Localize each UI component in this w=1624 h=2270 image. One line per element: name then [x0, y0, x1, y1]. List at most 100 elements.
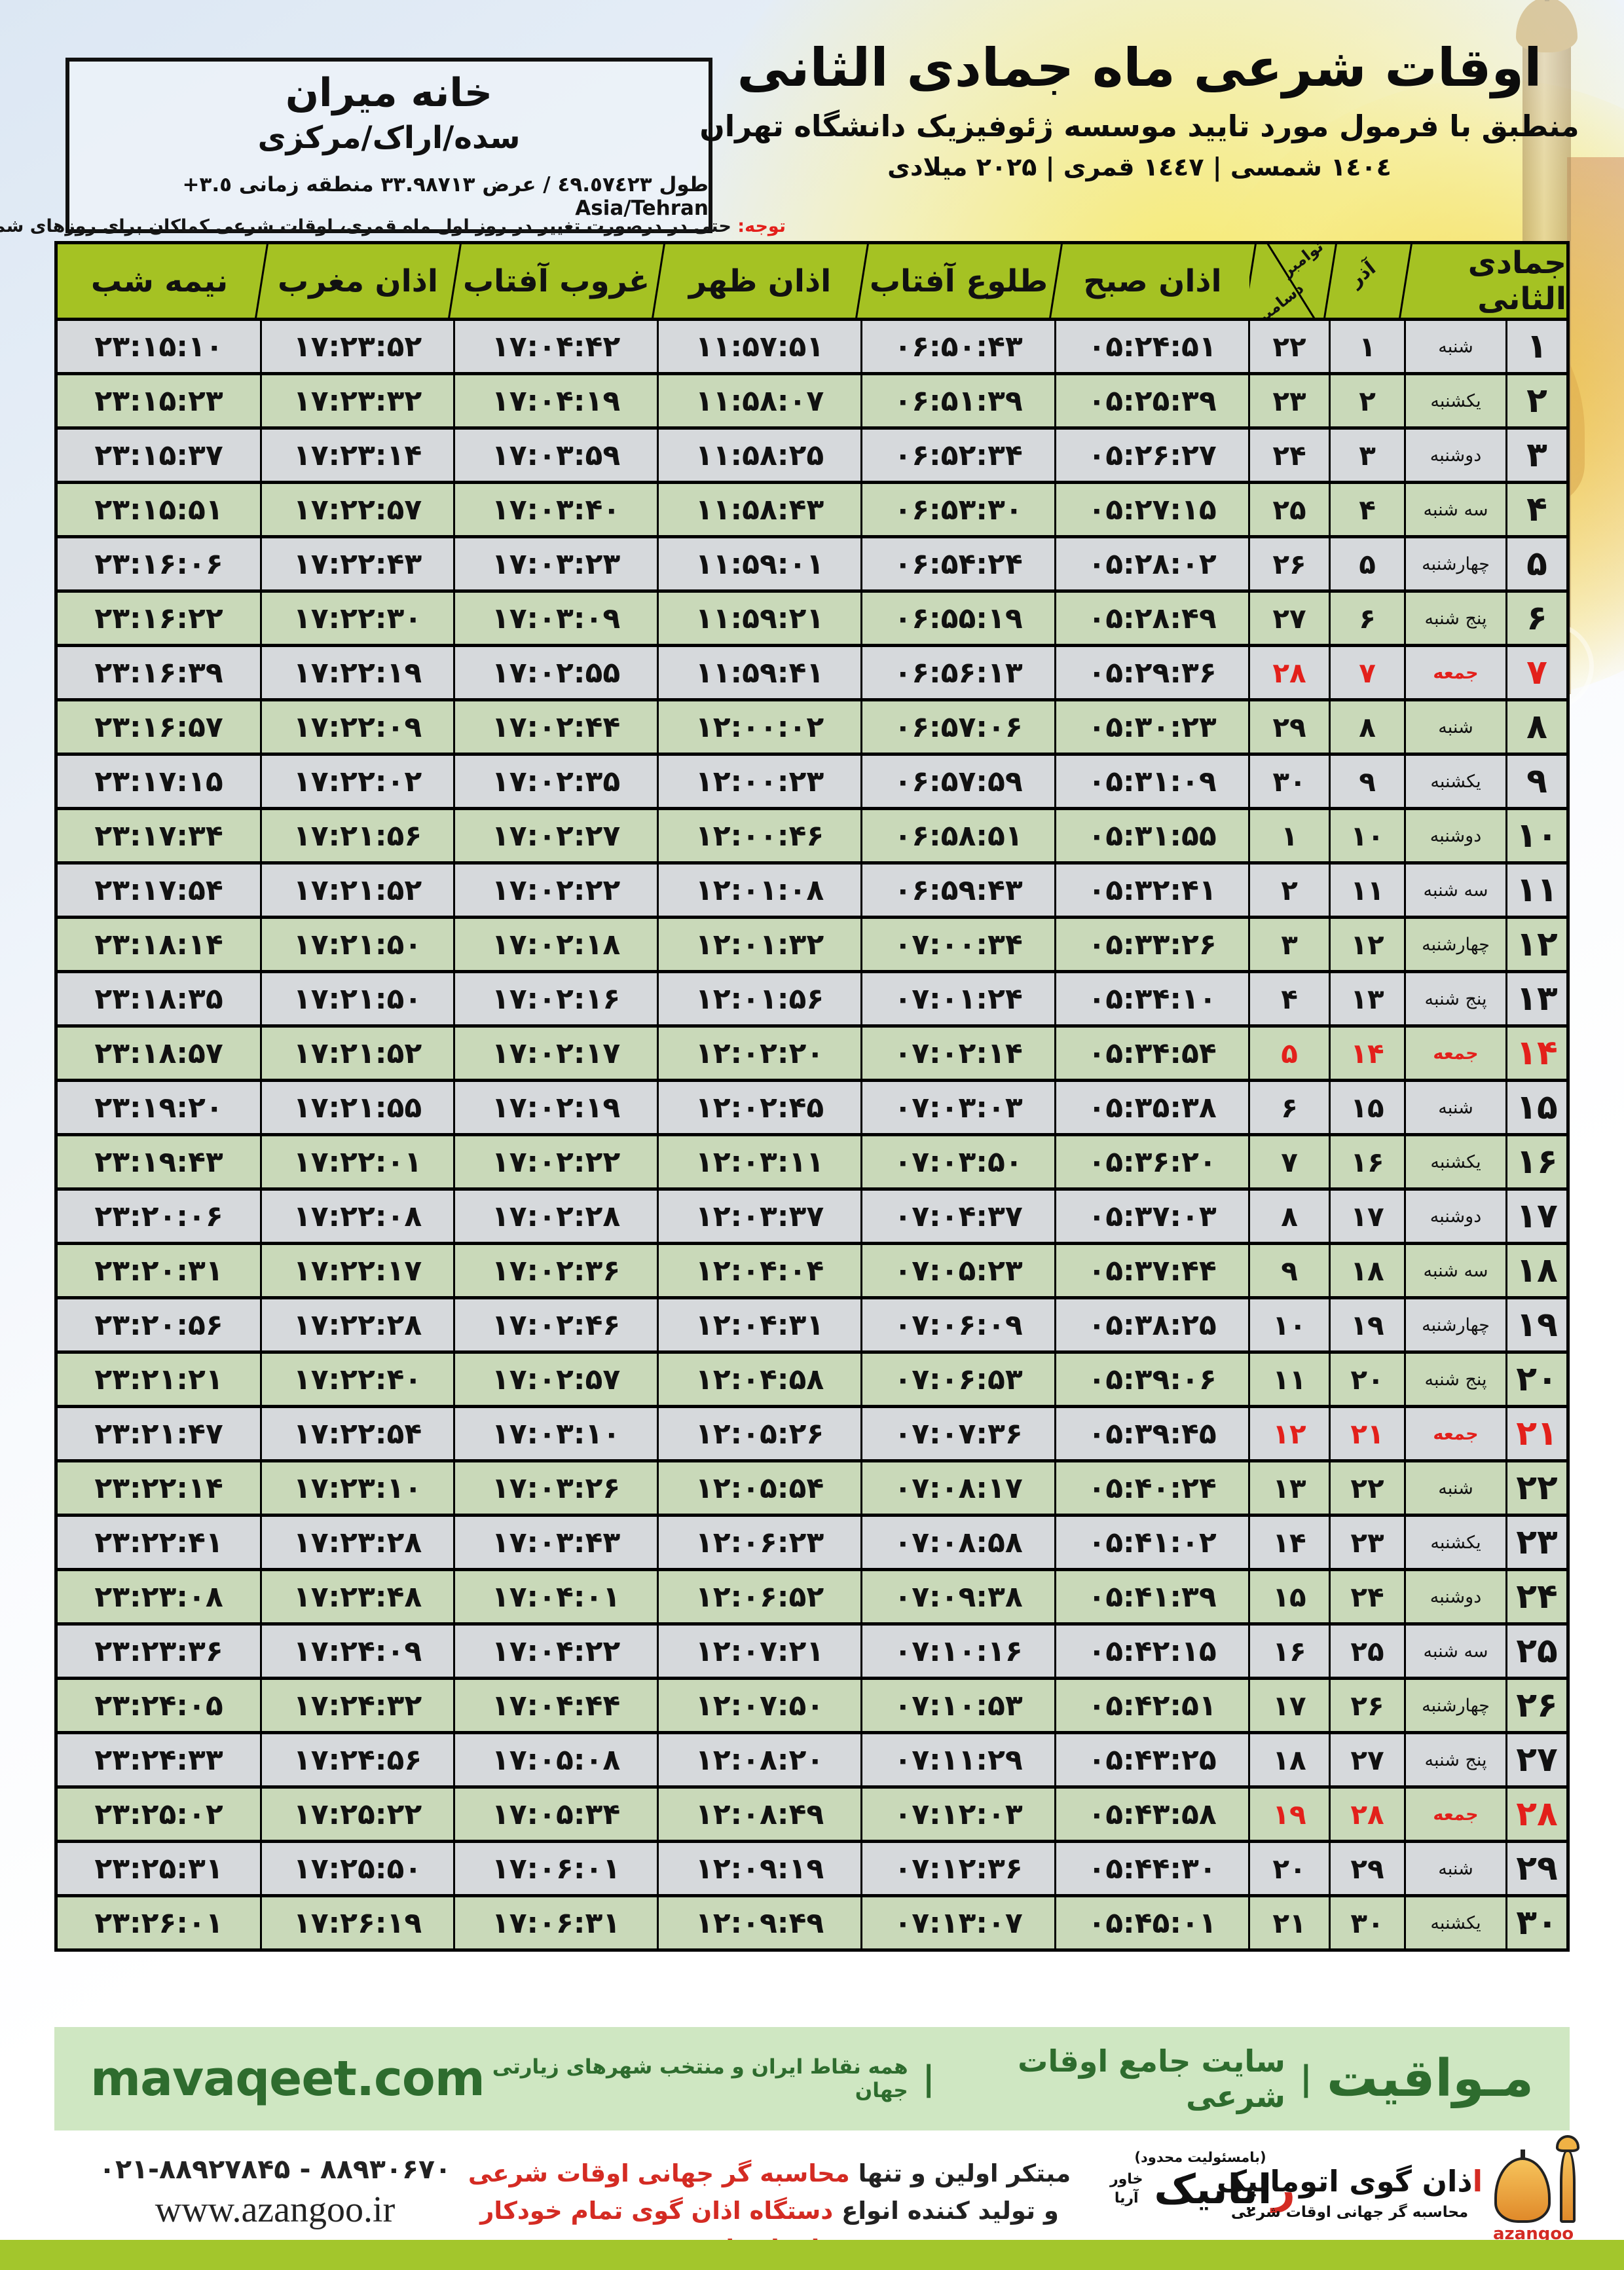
divider-bar: |: [922, 2059, 935, 2098]
location-box: خانه میران سده/اراک/مرکزی طول ٤٩.٥٧٤٢٣ /…: [65, 58, 712, 233]
cell-zohr: ۱۲:۰۴:۰۴: [659, 1245, 860, 1296]
page-subtitle: منطبق با فرمول مورد تایید موسسه ژئوفیزیک…: [699, 109, 1579, 143]
cell-tolu: ۰۷:۰۶:۰۹: [862, 1299, 1054, 1350]
cell-sobh: ۰۵:۲۶:۲۷: [1056, 430, 1248, 481]
cell-sobh: ۰۵:۳۰:۲۳: [1056, 701, 1248, 753]
cell-tolu: ۰۷:۰۶:۵۳: [862, 1354, 1054, 1405]
cell-tolu: ۰۶:۵۵:۱۹: [862, 593, 1054, 644]
cell-maghreb: ۱۷:۲۲:۵۷: [262, 484, 453, 535]
cell-wd: چهارشنبه: [1406, 1680, 1505, 1731]
cell-maghreb: ۱۷:۲۱:۵۰: [262, 973, 453, 1024]
cell-ghorub: ۱۷:۰۲:۳۵: [455, 756, 657, 807]
cell-maghreb: ۱۷:۲۱:۵۲: [262, 1028, 453, 1079]
cell-tolu: ۰۷:۱۲:۳۶: [862, 1843, 1054, 1894]
cell-azar: ۲۳: [1331, 1517, 1404, 1568]
cell-nime: ۲۳:۱۹:۲۰: [58, 1082, 260, 1133]
cell-tolu: ۰۷:۰۳:۵۰: [862, 1136, 1054, 1187]
cell-tolu: ۰۶:۵۰:۴۳: [862, 321, 1054, 372]
cell-tolu: ۰۷:۰۲:۱۴: [862, 1028, 1054, 1079]
cell-ghorub: ۱۷:۰۲:۱۶: [455, 973, 657, 1024]
cell-d: ۲۱: [1507, 1408, 1566, 1459]
cell-maghreb: ۱۷:۲۲:۳۰: [262, 593, 453, 644]
header-midnight: نیمه شب: [90, 263, 229, 299]
contact-block: ۰۲۱-۸۸۹۲۷۸۴۵ - ۸۸۹۳۰۶۷۰ www.azangoo.ir: [88, 2153, 462, 2231]
cell-tolu: ۰۷:۰۴:۳۷: [862, 1191, 1054, 1242]
cell-d: ۲۹: [1507, 1843, 1566, 1894]
cell-ghorub: ۱۷:۰۲:۲۸: [455, 1191, 657, 1242]
cell-sobh: ۰۵:۳۷:۴۴: [1056, 1245, 1248, 1296]
cell-tolu: ۰۶:۵۲:۳۴: [862, 430, 1054, 481]
cell-nime: ۲۳:۱۸:۳۵: [58, 973, 260, 1024]
bottom-green-bar: [0, 2240, 1624, 2270]
table-row: ۲۶ چهارشنبه ۲۶ ۱۷ ۰۵:۴۲:۵۱ ۰۷:۱۰:۵۳ ۱۲:۰۷:۵۰ ۱۷…: [58, 1680, 1566, 1731]
location-region: سده/اراک/مرکزی: [257, 119, 521, 156]
cell-nime: ۲۳:۱۵:۱۰: [58, 321, 260, 372]
calendar-years-line: ۱٤۰٤ شمسی | ۱٤٤۷ قمری | ۲۰۲۵ میلادی: [887, 153, 1392, 181]
maker-line-1: مبتکر اولین و تنها محاسبه گر جهانی اوقات…: [468, 2159, 1071, 2187]
cell-zohr: ۱۱:۵۸:۲۵: [659, 430, 860, 481]
cell-ghorub: ۱۷:۰۲:۲۲: [455, 1136, 657, 1187]
cell-nime: ۲۳:۲۱:۲۱: [58, 1354, 260, 1405]
cell-zohr: ۱۱:۵۹:۴۱: [659, 647, 860, 698]
cell-wd: سه شنبه: [1406, 1245, 1505, 1296]
cell-sobh: ۰۵:۳۷:۰۳: [1056, 1191, 1248, 1242]
mavaqeet-brand: مـواقیت: [1326, 2049, 1534, 2108]
cell-zohr: ۱۲:۰۱:۵۶: [659, 973, 860, 1024]
cell-zohr: ۱۲:۰۷:۵۰: [659, 1680, 860, 1731]
cell-sobh: ۰۵:۴۲:۱۵: [1056, 1626, 1248, 1677]
cell-zohr: ۱۲:۰۱:۳۲: [659, 919, 860, 970]
rayanik-subname: خاور آریا: [1109, 2170, 1143, 2206]
cell-nime: ۲۳:۱۷:۳۴: [58, 810, 260, 861]
cell-tolu: ۰۷:۰۸:۵۸: [862, 1517, 1054, 1568]
cell-tolu: ۰۷:۰۱:۲۴: [862, 973, 1054, 1024]
cell-zohr: ۱۲:۰۴:۵۸: [659, 1354, 860, 1405]
cell-azar: ۹: [1331, 756, 1404, 807]
cell-nime: ۲۳:۱۵:۵۱: [58, 484, 260, 535]
prayer-times-table: جمادی الثانی آذر نوامبر دسامبر اذان صبح …: [54, 241, 1570, 1952]
cell-maghreb: ۱۷:۲۲:۲۸: [262, 1299, 453, 1350]
table-row: ۲۲ شنبه ۲۲ ۱۳ ۰۵:۴۰:۲۴ ۰۷:۰۸:۱۷ ۱۲:۰۵:۵۴ ۱۷:۰۳:…: [58, 1462, 1566, 1514]
cell-ghorub: ۱۷:۰۲:۱۷: [455, 1028, 657, 1079]
cell-zohr: ۱۱:۵۹:۲۱: [659, 593, 860, 644]
cell-sobh: ۰۵:۳۹:۴۵: [1056, 1408, 1248, 1459]
cell-nime: ۲۳:۲۱:۴۷: [58, 1408, 260, 1459]
cell-azar: ۲۶: [1331, 1680, 1404, 1731]
cell-zohr: ۱۱:۵۸:۰۷: [659, 375, 860, 426]
table-row: ۳ دوشنبه ۳ ۲۴ ۰۵:۲۶:۲۷ ۰۶:۵۲:۳۴ ۱۱:۵۸:۲۵ ۱۷:۰۳:…: [58, 430, 1566, 481]
table-row: ۶ پنج شنبه ۶ ۲۷ ۰۵:۲۸:۴۹ ۰۶:۵۵:۱۹ ۱۱:۵۹:۲۱ ۱۷:۰…: [58, 593, 1566, 644]
cell-azar: ۲۴: [1331, 1571, 1404, 1622]
cell-maghreb: ۱۷:۲۳:۲۸: [262, 1517, 453, 1568]
cell-greg: ۲۱: [1250, 1897, 1329, 1948]
cell-sobh: ۰۵:۲۹:۳۶: [1056, 647, 1248, 698]
cell-ghorub: ۱۷:۰۵:۳۴: [455, 1789, 657, 1840]
cell-ghorub: ۱۷:۰۴:۰۱: [455, 1571, 657, 1622]
cell-zohr: ۱۲:۰۹:۱۹: [659, 1843, 860, 1894]
cell-d: ۶: [1507, 593, 1566, 644]
cell-wd: سه شنبه: [1406, 484, 1505, 535]
cell-nime: ۲۳:۱۵:۳۷: [58, 430, 260, 481]
table-row: ۱۲ چهارشنبه ۱۲ ۳ ۰۵:۳۳:۲۶ ۰۷:۰۰:۳۴ ۱۲:۰۱:۳۲ ۱۷:…: [58, 919, 1566, 970]
cell-tolu: ۰۷:۰۸:۱۷: [862, 1462, 1054, 1514]
header-month-jamadi: جمادی الثانی: [1405, 244, 1566, 318]
cell-greg: ۲۹: [1250, 701, 1329, 753]
cell-zohr: ۱۲:۰۲:۴۵: [659, 1082, 860, 1133]
cell-maghreb: ۱۷:۲۳:۱۴: [262, 430, 453, 481]
cell-azar: ۷: [1331, 647, 1404, 698]
cell-azar: ۶: [1331, 593, 1404, 644]
cell-azar: ۱۲: [1331, 919, 1404, 970]
cell-sobh: ۰۵:۴۱:۳۹: [1056, 1571, 1248, 1622]
cell-wd: سه شنبه: [1406, 1626, 1505, 1677]
header-azar: آذر: [1330, 244, 1405, 318]
cell-nime: ۲۳:۲۲:۴۱: [58, 1517, 260, 1568]
azangoo-logo: azangoo اذان گوی اتوماتیک محاسبه گر جهان…: [1217, 2135, 1591, 2244]
cell-maghreb: ۱۷:۲۲:۱۷: [262, 1245, 453, 1296]
cell-azar: ۱۵: [1331, 1082, 1404, 1133]
table-row: ۱۳ پنج شنبه ۱۳ ۴ ۰۵:۳۴:۱۰ ۰۷:۰۱:۲۴ ۱۲:۰۱:۵۶ ۱۷:…: [58, 973, 1566, 1024]
cell-tolu: ۰۷:۱۰:۵۳: [862, 1680, 1054, 1731]
azangoo-website: www.azangoo.ir: [155, 2189, 396, 2230]
cell-ghorub: ۱۷:۰۳:۱۰: [455, 1408, 657, 1459]
cell-greg: ۲۰: [1250, 1843, 1329, 1894]
table-row: ۲۳ یکشنبه ۲۳ ۱۴ ۰۵:۴۱:۰۲ ۰۷:۰۸:۵۸ ۱۲:۰۶:۲۳ ۱۷:۰…: [58, 1517, 1566, 1568]
cell-maghreb: ۱۷:۲۲:۵۴: [262, 1408, 453, 1459]
